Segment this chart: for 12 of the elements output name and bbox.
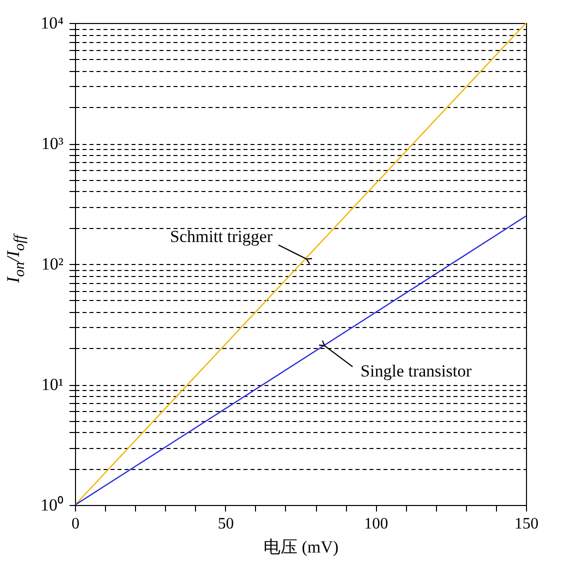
- y-tick-label: 10⁴: [40, 14, 64, 32]
- x-tick-label: 0: [72, 516, 80, 532]
- annotation: Single transistor: [360, 362, 472, 381]
- y-tick-label: 10³: [41, 134, 64, 153]
- annotation: Schmitt trigger: [170, 227, 273, 246]
- y-tick-label: 10⁰: [40, 496, 64, 514]
- x-tick-label: 100: [364, 516, 388, 532]
- x-tick-label: 50: [218, 516, 234, 532]
- y-tick-label: 10²: [41, 254, 64, 274]
- x-axis-title: 电压 (mV): [263, 538, 339, 556]
- x-tick-label: 150: [514, 516, 538, 532]
- y-tick-label: 10¹: [41, 375, 64, 394]
